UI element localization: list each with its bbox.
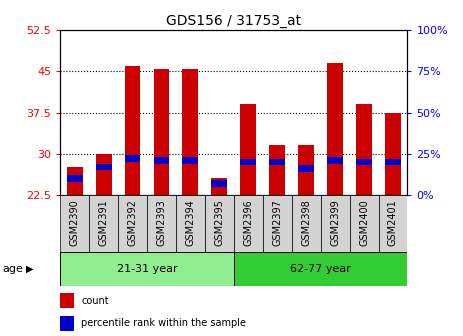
Bar	[350, 195, 379, 252]
Text: GSM2398: GSM2398	[301, 200, 311, 246]
Text: percentile rank within the sample: percentile rank within the sample	[81, 319, 246, 328]
Text: count: count	[81, 296, 109, 306]
Text: GSM2399: GSM2399	[330, 200, 340, 246]
Bar	[269, 159, 285, 165]
Bar	[154, 157, 169, 164]
Bar	[212, 180, 227, 187]
Bar	[147, 195, 176, 252]
Bar	[60, 316, 74, 331]
Bar	[96, 154, 112, 195]
Text: age: age	[2, 264, 23, 274]
Text: GSM2394: GSM2394	[185, 200, 195, 246]
Text: ▶: ▶	[26, 264, 34, 274]
Text: GSM2401: GSM2401	[388, 200, 398, 246]
Bar	[298, 145, 314, 195]
Bar	[269, 145, 285, 195]
Bar	[118, 195, 147, 252]
Text: GSM2396: GSM2396	[243, 200, 253, 246]
Bar	[60, 293, 74, 308]
Text: 21-31 year: 21-31 year	[117, 264, 177, 274]
Bar	[67, 175, 82, 182]
Bar	[379, 195, 407, 252]
Bar	[356, 159, 372, 165]
Bar	[212, 178, 227, 195]
Bar	[125, 155, 140, 162]
Bar	[356, 104, 372, 195]
Title: GDS156 / 31753_at: GDS156 / 31753_at	[166, 14, 301, 28]
Text: GSM2391: GSM2391	[99, 200, 109, 246]
Bar	[263, 195, 292, 252]
Bar	[320, 195, 350, 252]
Bar	[292, 195, 320, 252]
Bar	[240, 104, 256, 195]
Bar	[327, 157, 343, 164]
Bar	[176, 195, 205, 252]
Text: GSM2390: GSM2390	[69, 200, 80, 246]
Bar	[182, 157, 198, 164]
Bar	[234, 195, 263, 252]
Bar	[89, 195, 118, 252]
Text: GSM2400: GSM2400	[359, 200, 369, 246]
Bar	[96, 164, 112, 170]
Bar	[205, 195, 234, 252]
Bar	[385, 159, 401, 165]
Bar	[240, 159, 256, 165]
Text: 62-77 year: 62-77 year	[290, 264, 351, 274]
Bar	[60, 195, 89, 252]
Text: GSM2395: GSM2395	[214, 200, 225, 246]
Text: GSM2392: GSM2392	[127, 200, 138, 246]
Bar	[234, 252, 407, 286]
Bar	[385, 113, 401, 195]
Bar	[298, 165, 314, 172]
Bar	[125, 66, 140, 195]
Text: GSM2397: GSM2397	[272, 200, 282, 246]
Bar	[154, 69, 169, 195]
Text: GSM2393: GSM2393	[156, 200, 167, 246]
Bar	[327, 63, 343, 195]
Bar	[67, 167, 82, 195]
Bar	[182, 69, 198, 195]
Bar	[60, 252, 234, 286]
